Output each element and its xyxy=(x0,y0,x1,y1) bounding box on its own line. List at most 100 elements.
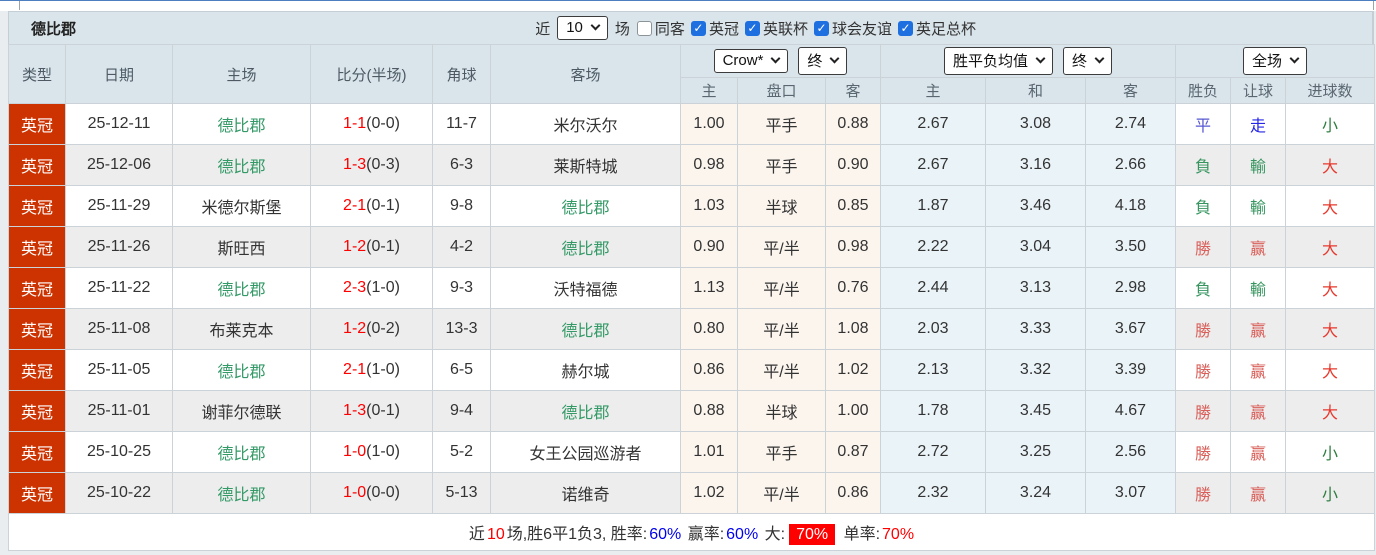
filter-checkbox-英联杯[interactable]: ✓ 英联杯 xyxy=(744,18,808,39)
avg-home-odds: 2.72 xyxy=(880,431,986,473)
home-team-link[interactable]: 德比郡 xyxy=(172,267,311,309)
odds-company-select[interactable]: Crow* xyxy=(713,49,789,73)
avg-away-odds: 3.50 xyxy=(1085,226,1176,268)
match-scope-select[interactable]: 全场 xyxy=(1242,47,1307,75)
score-cell: 1-0(0-0) xyxy=(310,472,433,514)
avg-home-odds: 1.87 xyxy=(880,185,986,227)
away-team-link[interactable]: 诺维奇 xyxy=(490,472,681,514)
score-cell: 2-1(0-1) xyxy=(310,185,433,227)
home-team-link[interactable]: 德比郡 xyxy=(172,431,311,473)
match-history-table: 类型 日期 主场 比分(半场) 角球 客场 Crow* 终 xyxy=(8,44,1375,551)
halftime-score: (1-0) xyxy=(366,443,400,460)
away-team-link[interactable]: 德比郡 xyxy=(490,226,681,268)
filter-checkbox-英冠[interactable]: ✓ 英冠 xyxy=(690,18,739,39)
match-scope-value: 全场 xyxy=(1251,53,1282,70)
goals-result-cell: 大 xyxy=(1285,390,1375,432)
chevron-down-icon xyxy=(1289,53,1300,64)
date-cell: 25-11-29 xyxy=(65,185,173,227)
score-cell: 1-0(1-0) xyxy=(310,431,433,473)
away-team-link[interactable]: 莱斯特城 xyxy=(490,144,681,186)
table-row: 英冠 25-12-11 德比郡 1-1(0-0) 11-7 米尔沃尔 1.00 … xyxy=(8,103,1375,145)
ah-away-odds: 0.76 xyxy=(825,267,881,309)
avg-draw-odds: 3.45 xyxy=(985,390,1086,432)
ah-away-odds: 0.86 xyxy=(825,472,881,514)
away-team-link[interactable]: 米尔沃尔 xyxy=(490,103,681,145)
filter-controls: 近 10 场 同客 ✓ 英冠 ✓ 英联杯 ✓ 球会友谊 ✓ 英足总杯 xyxy=(535,16,976,40)
ah-away-odds: 0.87 xyxy=(825,431,881,473)
corners-cell: 6-3 xyxy=(432,144,491,186)
avg-draw-odds: 3.25 xyxy=(985,431,1086,473)
home-team-link[interactable]: 米德尔斯堡 xyxy=(172,185,311,227)
goals-result-cell: 大 xyxy=(1285,144,1375,186)
ah-handicap: 半球 xyxy=(737,390,826,432)
ah-away-odds: 0.90 xyxy=(825,144,881,186)
home-team-link[interactable]: 谢菲尔德联 xyxy=(172,390,311,432)
result-group-header: 全场 xyxy=(1175,44,1375,78)
ah-handicap: 平/半 xyxy=(737,267,826,309)
date-cell: 25-11-22 xyxy=(65,267,173,309)
league-badge: 英冠 xyxy=(8,308,66,350)
home-team-link[interactable]: 德比郡 xyxy=(172,144,311,186)
sub-header-avg-home: 主 xyxy=(880,77,986,104)
date-cell: 25-11-05 xyxy=(65,349,173,391)
handicap-result-cell: 輸 xyxy=(1230,144,1286,186)
league-badge: 英冠 xyxy=(8,144,66,186)
avg-odds-value: 胜平负均值 xyxy=(952,53,1028,70)
avg-away-odds: 4.18 xyxy=(1085,185,1176,227)
league-badge: 英冠 xyxy=(8,472,66,514)
ah-handicap: 平手 xyxy=(737,103,826,145)
away-team-link[interactable]: 女王公园巡游者 xyxy=(490,431,681,473)
goals-result-cell: 大 xyxy=(1285,349,1375,391)
recent-suffix-label: 场 xyxy=(614,20,630,38)
win-rate-value: 60% xyxy=(649,526,682,543)
home-team-link[interactable]: 斯旺西 xyxy=(172,226,311,268)
handicap-result-cell: 赢 xyxy=(1230,349,1286,391)
goals-result-cell: 大 xyxy=(1285,226,1375,268)
ah-home-odds: 1.13 xyxy=(680,267,738,309)
avg-odds-time-select[interactable]: 终 xyxy=(1063,47,1113,75)
avg-away-odds: 2.98 xyxy=(1085,267,1176,309)
away-team-link[interactable]: 赫尔城 xyxy=(490,349,681,391)
league-badge: 英冠 xyxy=(8,349,66,391)
filter-checkbox-球会友谊[interactable]: ✓ 球会友谊 xyxy=(813,18,892,39)
away-team-link[interactable]: 德比郡 xyxy=(490,390,681,432)
team-recent-matches-panel: 德比郡 近 10 场 同客 ✓ 英冠 ✓ 英联杯 ✓ 球会友谊 ✓ 英足总杯 类型 日期 主场 … xyxy=(8,11,1375,551)
league-badge: 英冠 xyxy=(8,103,66,145)
corners-cell: 5-2 xyxy=(432,431,491,473)
date-cell: 25-11-01 xyxy=(65,390,173,432)
recent-count-select[interactable]: 10 xyxy=(557,16,608,40)
col-header-score: 比分(半场) xyxy=(310,44,433,104)
sub-header-goals: 进球数 xyxy=(1285,77,1375,104)
home-team-link[interactable]: 布莱克本 xyxy=(172,308,311,350)
corners-cell: 11-7 xyxy=(432,103,491,145)
home-team-link[interactable]: 德比郡 xyxy=(172,472,311,514)
away-team-link[interactable]: 沃特福德 xyxy=(490,267,681,309)
avg-odds-select[interactable]: 胜平负均值 xyxy=(943,47,1053,75)
odds-time-value: 终 xyxy=(807,53,823,70)
filter-checkbox-同客[interactable]: 同客 xyxy=(636,18,685,39)
home-team-link[interactable]: 德比郡 xyxy=(172,349,311,391)
avg-home-odds: 2.03 xyxy=(880,308,986,350)
goals-result-cell: 大 xyxy=(1285,267,1375,309)
ah-home-odds: 1.00 xyxy=(680,103,738,145)
home-team-link[interactable]: 德比郡 xyxy=(172,103,311,145)
handicap-result-cell: 赢 xyxy=(1230,226,1286,268)
league-badge: 英冠 xyxy=(8,226,66,268)
halftime-score: (0-1) xyxy=(366,238,400,255)
ah-away-odds: 1.00 xyxy=(825,390,881,432)
away-team-link[interactable]: 德比郡 xyxy=(490,308,681,350)
table-row: 英冠 25-12-06 德比郡 1-3(0-3) 6-3 莱斯特城 0.98 平… xyxy=(8,144,1375,186)
corners-cell: 9-3 xyxy=(432,267,491,309)
fulltime-score: 1-2 xyxy=(343,320,367,337)
avg-draw-odds: 3.32 xyxy=(985,349,1086,391)
checkbox-checked-icon: ✓ xyxy=(744,20,760,36)
summary-text: 赢率: xyxy=(687,526,725,543)
halftime-score: (0-1) xyxy=(366,402,400,419)
ah-handicap: 平手 xyxy=(737,144,826,186)
handicap-odds-time-select[interactable]: 终 xyxy=(798,47,848,75)
goals-result-cell: 大 xyxy=(1285,308,1375,350)
result-cell: 勝 xyxy=(1175,349,1231,391)
away-team-link[interactable]: 德比郡 xyxy=(490,185,681,227)
filter-checkbox-英足总杯[interactable]: ✓ 英足总杯 xyxy=(897,18,976,39)
ah-home-odds: 0.98 xyxy=(680,144,738,186)
